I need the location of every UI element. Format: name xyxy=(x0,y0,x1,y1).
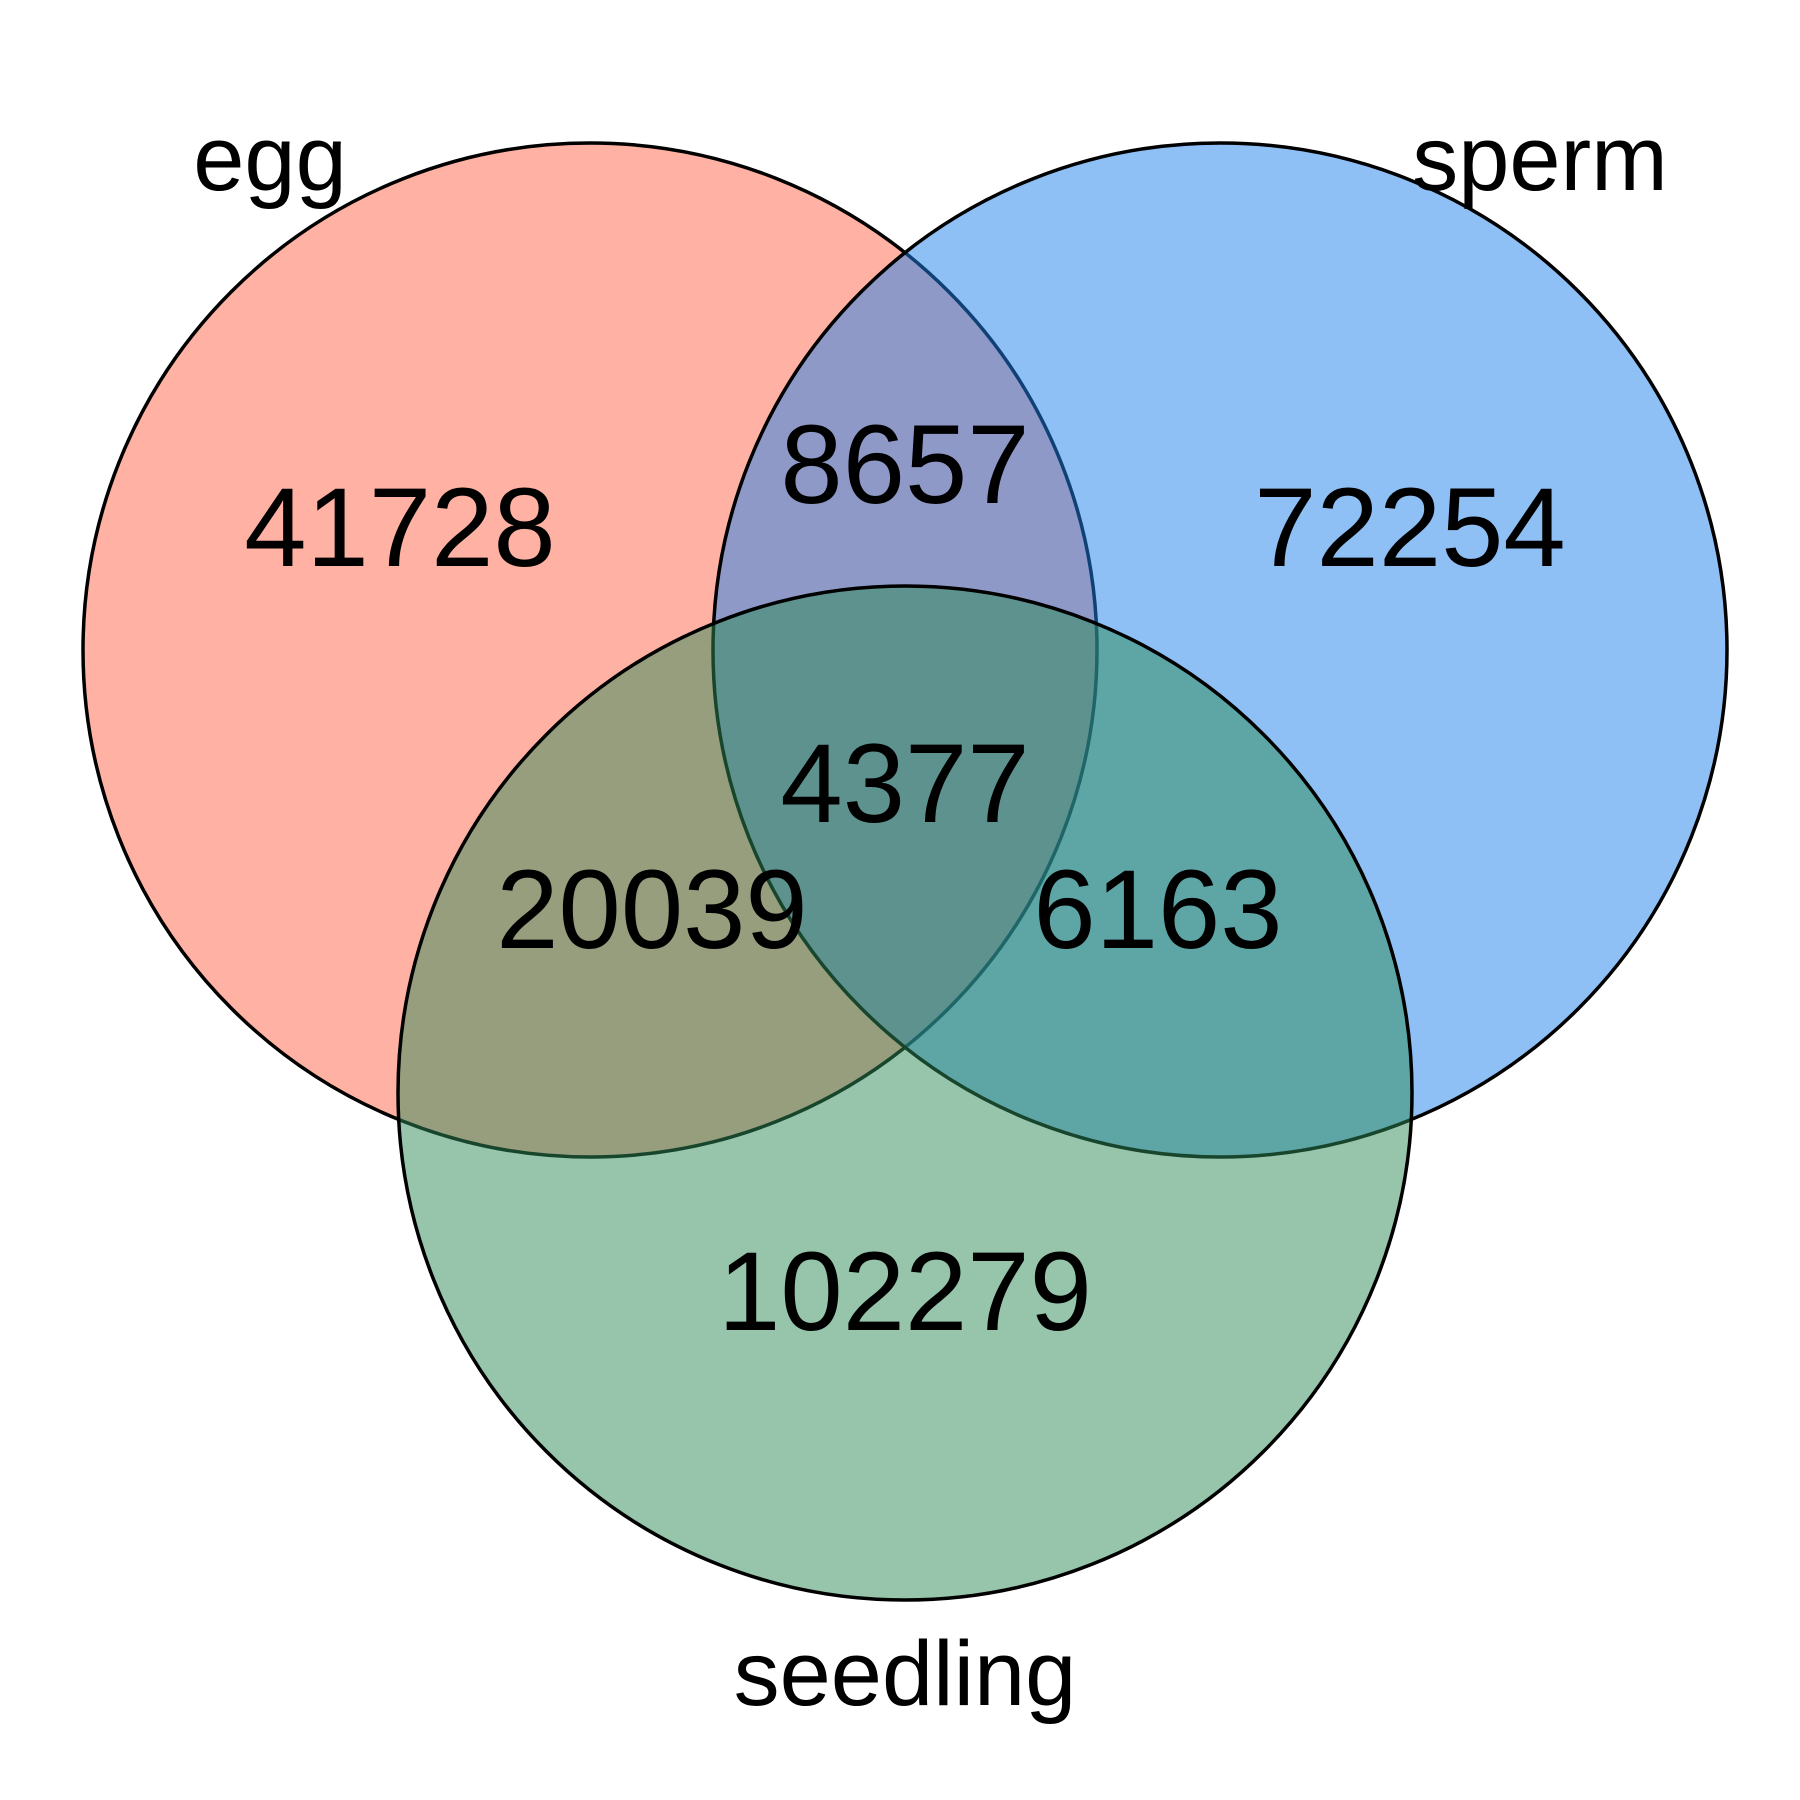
seedling-only-count: 102279 xyxy=(718,1229,1092,1354)
seedling-circle xyxy=(396,584,1414,1602)
egg-label: egg xyxy=(193,108,347,210)
all-three-count: 4377 xyxy=(780,721,1029,846)
egg-only-count: 41728 xyxy=(244,465,555,590)
seedling-label: seedling xyxy=(734,1623,1077,1725)
egg-seedling-count: 20039 xyxy=(496,847,807,972)
egg-sperm-count: 8657 xyxy=(780,402,1029,527)
sperm-only-count: 72254 xyxy=(1254,465,1565,590)
sperm-label: sperm xyxy=(1412,108,1668,210)
sperm-seedling-count: 6163 xyxy=(1033,847,1282,972)
